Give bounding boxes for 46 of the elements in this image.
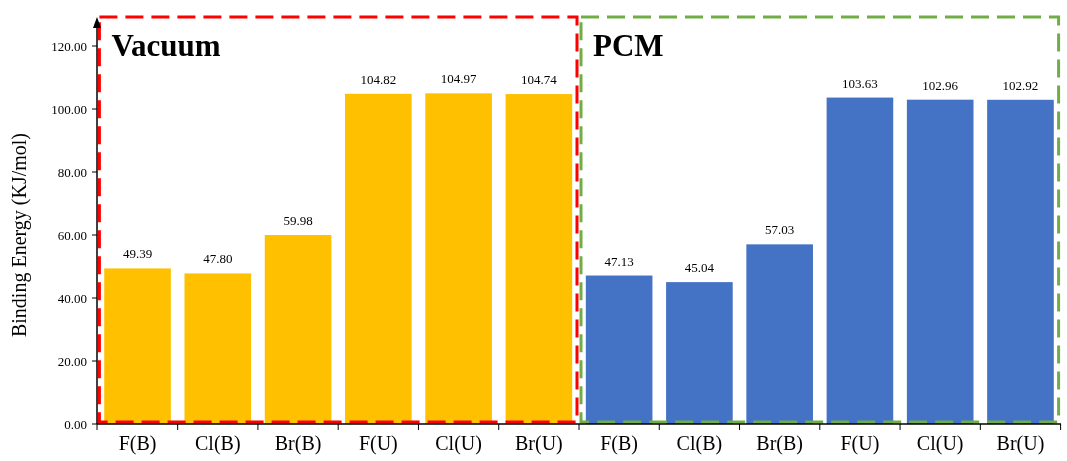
x-tick-label: Br(U) [996, 432, 1045, 455]
y-tick-label: 0.00 [64, 416, 87, 432]
data-label: 104.74 [520, 72, 558, 88]
y-axis-title: Binding Energy (KJ/mol) [8, 132, 31, 338]
annotation: PCM [593, 28, 664, 63]
bar [666, 282, 733, 424]
x-tick-label: F(B) [600, 432, 639, 455]
bar [906, 99, 974, 424]
annotation: Vacuum [111, 28, 221, 63]
data-label: 59.98 [283, 213, 313, 229]
data-label: 49.39 [122, 246, 153, 262]
y-tick-label: 60.00 [57, 227, 87, 243]
x-tick-label: F(U) [840, 432, 880, 455]
y-tick-label: 100.00 [51, 101, 87, 117]
bar [585, 275, 653, 424]
data-label: 47.13 [604, 253, 634, 269]
data-label: 103.63 [842, 75, 878, 91]
x-tick-label: Br(B) [756, 432, 803, 455]
x-tick-label: Cl(U) [435, 432, 482, 455]
x-tick-label: Br(U) [514, 432, 563, 455]
x-tick-label: F(B) [118, 432, 157, 455]
data-label: 45.04 [684, 260, 715, 276]
bar [264, 235, 332, 424]
bar [746, 244, 813, 424]
bar [987, 99, 1054, 424]
data-label: 102.96 [922, 77, 959, 93]
x-tick-label: F(U) [358, 432, 398, 455]
y-tick-label: 40.00 [57, 290, 87, 306]
data-label: 47.80 [203, 251, 233, 267]
y-tick-label: 20.00 [57, 353, 87, 369]
data-label: 57.03 [765, 222, 795, 238]
x-tick-label: Cl(B) [195, 432, 241, 455]
bar [826, 97, 894, 424]
y-tick-label: 80.00 [57, 164, 87, 180]
bar [505, 94, 573, 424]
x-tick-label: Cl(B) [676, 432, 723, 455]
y-tick-label: 120.00 [51, 38, 87, 54]
bar [345, 93, 412, 424]
bar [184, 273, 252, 424]
data-label: 104.82 [360, 71, 397, 87]
bar [425, 93, 492, 424]
x-tick-label: Br(B) [274, 432, 322, 455]
bar [104, 268, 171, 424]
data-label: 102.92 [1002, 77, 1039, 93]
data-label: 104.97 [440, 71, 477, 87]
x-tick-label: Cl(U) [916, 432, 964, 455]
